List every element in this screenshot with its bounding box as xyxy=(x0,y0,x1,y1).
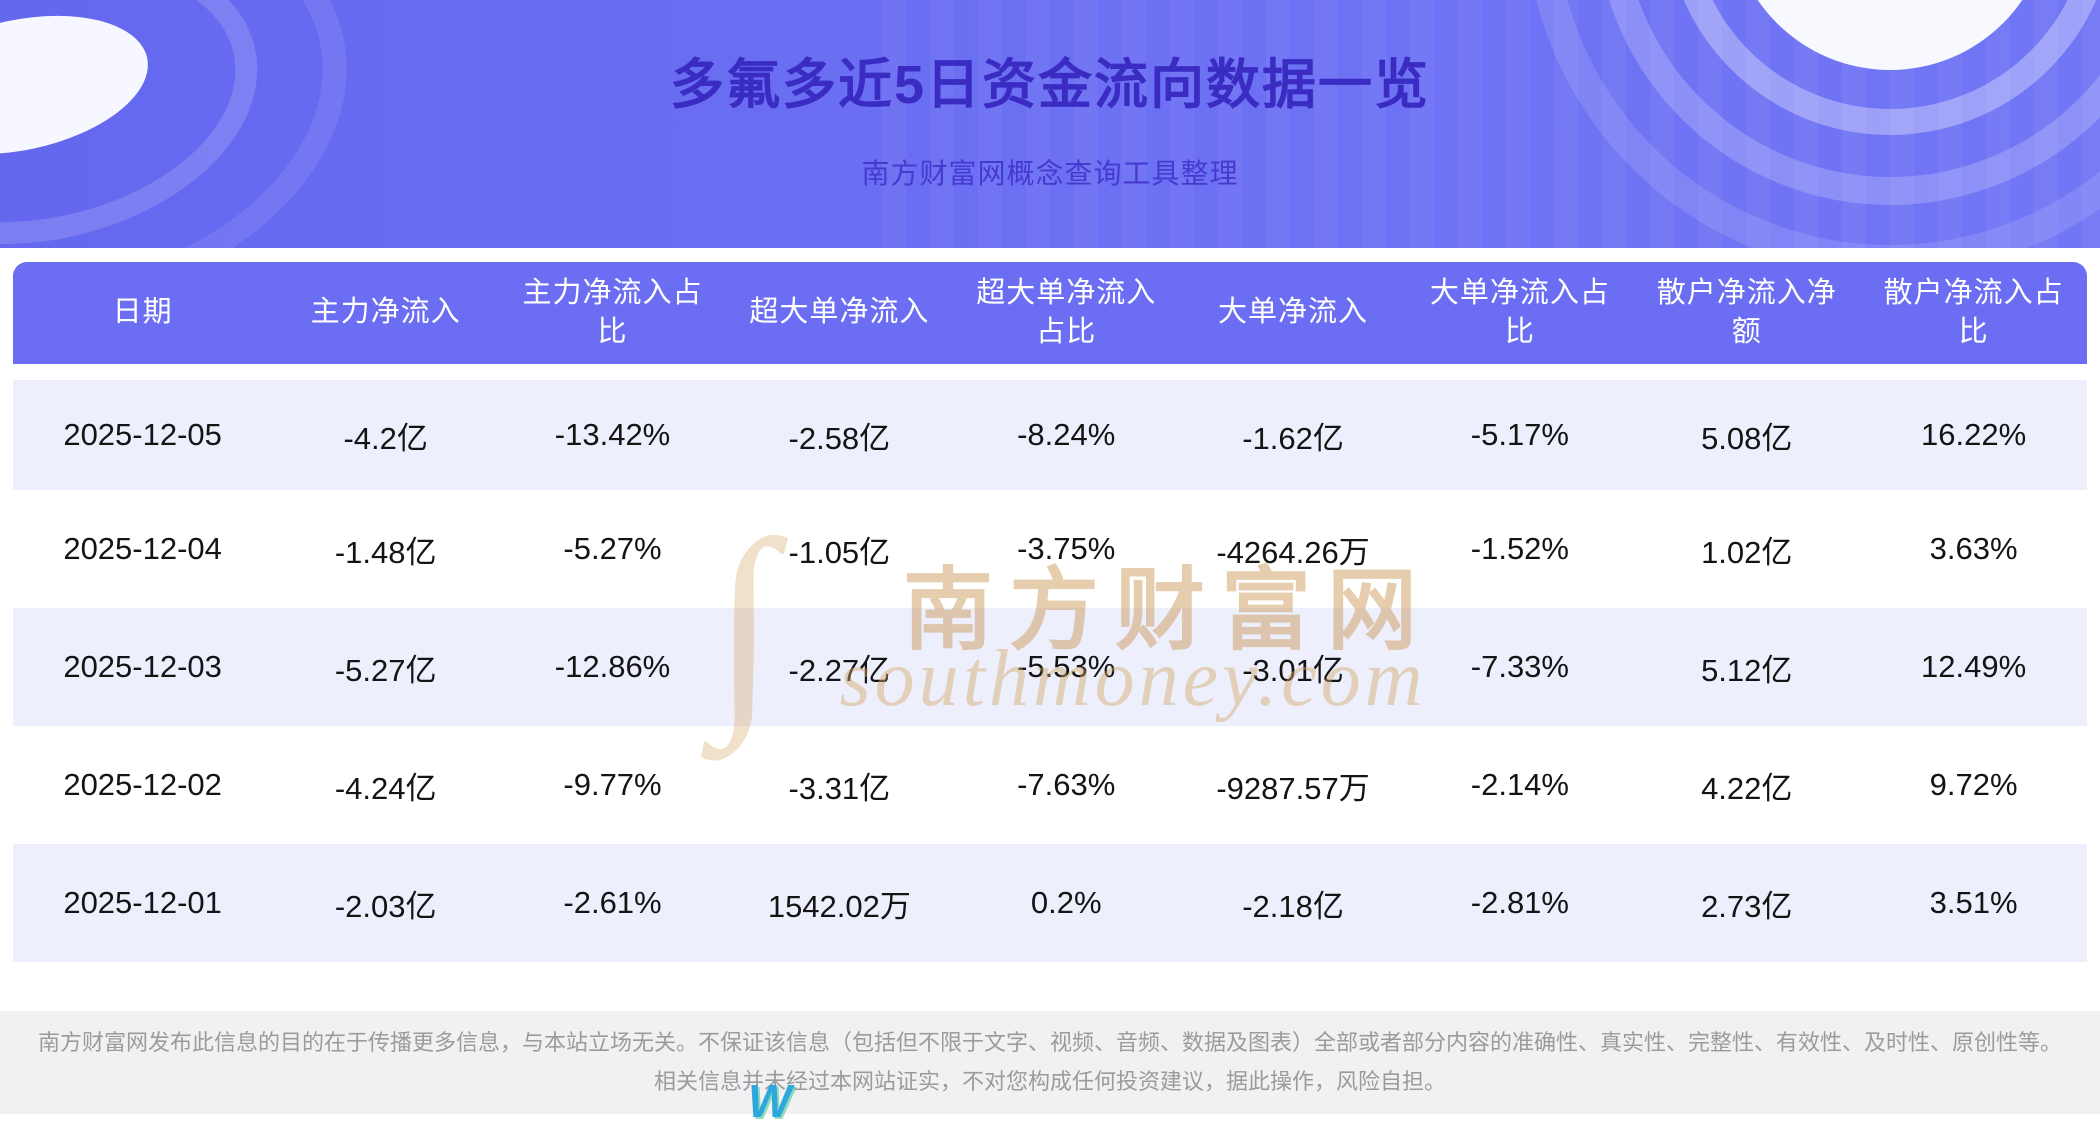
value-cell: -12.86% xyxy=(554,649,671,684)
value-cell: 9.72% xyxy=(1929,767,2018,802)
value-cell: 5.12亿 xyxy=(1701,652,1793,688)
banner-content: 多氟多近5日资金流向数据一览 南方财富网概念查询工具整理 xyxy=(0,0,2100,192)
value-cell: 3.63% xyxy=(1929,531,2018,566)
value-cell: -8.24% xyxy=(952,364,1180,490)
column-header: 散户净流入净额 xyxy=(1633,262,1861,372)
fund-flow-table-section: 日期 主力净流入 主力净流入占比 超大单净流入 超大单净流入占比 大单净流入 大单净流入占比… xyxy=(13,262,2087,962)
date-cell: 2025-12-04 xyxy=(63,531,222,566)
value-cell: -2.81% xyxy=(1470,885,1569,920)
value-cell: 16.22% xyxy=(1860,364,2087,490)
value-cell: -2.03亿 xyxy=(334,888,437,924)
header-banner: 多氟多近5日资金流向数据一览 南方财富网概念查询工具整理 xyxy=(0,0,2100,248)
column-header: 主力净流入 xyxy=(272,262,500,372)
column-header: 超大单净流入 xyxy=(725,262,953,372)
page-subtitle: 南方财富网概念查询工具整理 xyxy=(861,158,1239,189)
value-cell: -2.61% xyxy=(563,885,662,920)
value-cell: 5.08亿 xyxy=(1633,364,1861,490)
value-cell: 2.73亿 xyxy=(1701,888,1793,924)
value-cell: -5.27% xyxy=(563,531,662,566)
table-row: 2025-12-05 -4.2亿 -13.42% -2.58亿 -8.24% -1.62亿… xyxy=(13,364,2087,490)
date-cell: 2025-12-02 xyxy=(63,767,222,802)
date-cell: 2025-12-03 xyxy=(63,649,222,684)
table-row: 2025-12-04 -1.48亿 -5.27% -1.05亿 -3.75% -4264.… xyxy=(13,490,2087,608)
value-cell: -5.53% xyxy=(1017,649,1116,684)
table-row: 2025-12-02 -4.24亿 -9.77% -3.31亿 -7.63% -9287.… xyxy=(13,726,2087,844)
value-cell: -7.33% xyxy=(1470,649,1569,684)
value-cell: -4.2亿 xyxy=(272,364,500,490)
value-cell: -3.75% xyxy=(1017,531,1116,566)
value-cell: -2.58亿 xyxy=(725,364,953,490)
table-header: 日期 主力净流入 主力净流入占比 超大单净流入 超大单净流入占比 大单净流入 大单净流入占比… xyxy=(13,262,2087,372)
value-cell: -2.27亿 xyxy=(788,652,891,688)
southmoney-logo: W xyxy=(748,1075,792,1127)
table-row: 2025-12-03 -5.27亿 -12.86% -2.27亿 -5.53% -3.01… xyxy=(13,608,2087,726)
value-cell: -9.77% xyxy=(563,767,662,802)
value-cell: 12.49% xyxy=(1921,649,2027,684)
value-cell: -4264.26万 xyxy=(1216,534,1370,570)
value-cell: -1.48亿 xyxy=(334,534,437,570)
date-cell: 2025-12-01 xyxy=(63,885,222,920)
footer: 南方财富网发布此信息的目的在于传播更多信息，与本站立场无关。不保证该信息（包括但… xyxy=(0,1011,2100,1114)
value-cell: -4.24亿 xyxy=(334,770,437,806)
value-cell: -5.27亿 xyxy=(334,652,437,688)
value-cell: -2.18亿 xyxy=(1242,888,1344,924)
column-header: 日期 xyxy=(13,262,273,372)
column-header: 散户净流入占比 xyxy=(1860,262,2087,372)
page-title: 多氟多近5日资金流向数据一览 xyxy=(669,55,1431,115)
column-header: 超大单净流入占比 xyxy=(952,262,1180,372)
value-cell: -1.52% xyxy=(1470,531,1569,566)
value-cell: -1.62亿 xyxy=(1179,364,1407,490)
fund-flow-table: 日期 主力净流入 主力净流入占比 超大单净流入 超大单净流入占比 大单净流入 大单净流入占比… xyxy=(13,262,2087,962)
date-cell: 2025-12-05 xyxy=(13,364,273,490)
table-row: 2025-12-01 -2.03亿 -2.61% 1542.02万 0.2% -2.18亿… xyxy=(13,844,2087,962)
column-header: 大单净流入 xyxy=(1179,262,1407,372)
value-cell: -9287.57万 xyxy=(1216,770,1370,806)
disclaimer-text: 南方财富网发布此信息的目的在于传播更多信息，与本站立场无关。不保证该信息（包括但… xyxy=(37,1030,2062,1094)
value-cell: -5.17% xyxy=(1406,364,1634,490)
column-header: 大单净流入占比 xyxy=(1406,262,1634,372)
value-cell: -3.01亿 xyxy=(1242,652,1344,688)
value-cell: -7.63% xyxy=(1017,767,1116,802)
value-cell: 0.2% xyxy=(1030,885,1102,920)
table-body: 2025-12-05 -4.2亿 -13.42% -2.58亿 -8.24% -1.62亿… xyxy=(13,364,2087,962)
value-cell: 3.51% xyxy=(1929,885,2018,920)
value-cell: -2.14% xyxy=(1470,767,1569,802)
value-cell: -1.05亿 xyxy=(788,534,891,570)
value-cell: -3.31亿 xyxy=(788,770,891,806)
table-header-row: 日期 主力净流入 主力净流入占比 超大单净流入 超大单净流入占比 大单净流入 大单净流入占比… xyxy=(13,262,2087,372)
value-cell: 1.02亿 xyxy=(1701,534,1793,570)
value-cell: -13.42% xyxy=(499,364,726,490)
value-cell: 4.22亿 xyxy=(1701,770,1793,806)
column-header: 主力净流入占比 xyxy=(499,262,726,372)
value-cell: 1542.02万 xyxy=(767,888,911,924)
